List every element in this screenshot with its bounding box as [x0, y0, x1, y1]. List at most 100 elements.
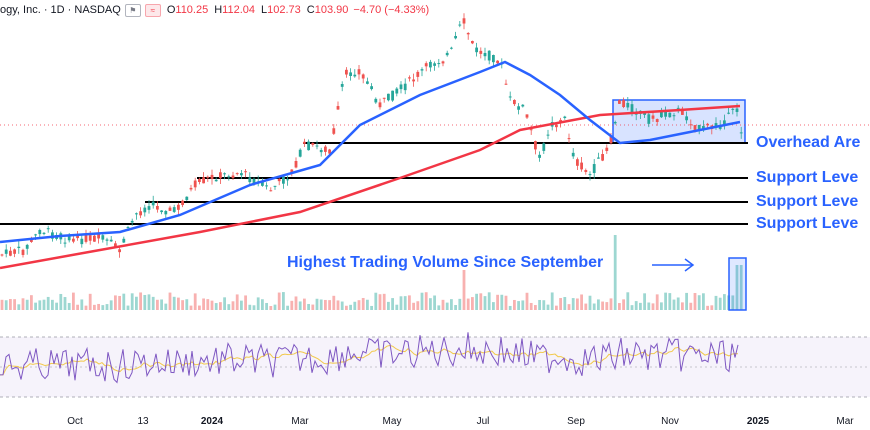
- volume-bar: [193, 293, 197, 310]
- volume-bar: [294, 296, 298, 310]
- x-tick-label: Mar: [291, 416, 309, 427]
- volume-bar: [0, 299, 4, 310]
- volume-bar: [151, 296, 155, 310]
- volume-bar: [529, 302, 533, 310]
- volume-bar: [601, 301, 604, 310]
- volume-bar: [319, 299, 323, 310]
- candle-body: [697, 124, 701, 131]
- close-value: 103.90: [314, 4, 349, 16]
- volume-bar: [588, 295, 592, 310]
- volume-bar: [261, 299, 264, 310]
- candle-body: [17, 246, 21, 249]
- volume-bar: [231, 301, 235, 310]
- candle-body: [172, 207, 176, 212]
- volume-bar: [177, 297, 180, 310]
- volume-bar: [559, 298, 562, 310]
- candle-body: [395, 88, 399, 94]
- candle-body: [483, 52, 487, 57]
- candle-body: [143, 207, 147, 213]
- x-tick-label: 2025: [746, 416, 770, 427]
- candle-body: [685, 116, 688, 121]
- candle-body: [655, 119, 659, 122]
- rsi-ma-line: [0, 344, 739, 376]
- volume-highlight-box: [728, 257, 747, 311]
- candle-body: [668, 112, 672, 118]
- volume-bar: [252, 305, 256, 310]
- candle-body: [571, 152, 575, 157]
- volume-bar: [689, 302, 693, 310]
- candle-body: [219, 172, 222, 179]
- volume-bar: [437, 305, 441, 310]
- volume-bar: [517, 301, 520, 310]
- volume-bar: [672, 299, 676, 310]
- low-value: 102.73: [267, 4, 301, 16]
- candle-body: [324, 146, 327, 152]
- candle-body: [676, 107, 680, 109]
- volume-bar: [361, 297, 365, 310]
- volume-bar: [109, 300, 113, 310]
- candle-body: [328, 149, 331, 154]
- volume-bar: [450, 299, 453, 310]
- candle-body: [72, 238, 75, 242]
- x-tick-label: May: [382, 416, 402, 427]
- volume-bar: [521, 300, 525, 310]
- volume-bar: [487, 292, 491, 310]
- x-tick-label: Jul: [476, 416, 490, 427]
- candle-body: [307, 141, 310, 151]
- candle-body: [433, 63, 436, 66]
- candle-body: [42, 232, 46, 234]
- volume-bar: [93, 304, 96, 310]
- symbol-label[interactable]: ogy, Inc. · 1D · NASDAQ: [0, 4, 121, 16]
- candle-body: [504, 83, 508, 85]
- volume-bar: [408, 295, 411, 310]
- volume-bar: [567, 304, 571, 310]
- open-label: O: [166, 4, 176, 16]
- candle-body: [366, 81, 369, 84]
- volume-bar: [147, 294, 151, 310]
- candle-body: [189, 187, 193, 190]
- right-arrow-head: [684, 258, 695, 272]
- volume-bar: [714, 295, 718, 310]
- volume-bar: [235, 294, 239, 310]
- volume-bar: [168, 292, 172, 310]
- volume-bar: [433, 295, 436, 310]
- volume-bar: [277, 292, 281, 310]
- candle-body: [282, 176, 285, 184]
- volume-bar: [676, 297, 680, 310]
- volume-bar: [710, 305, 714, 310]
- volume-bar: [298, 301, 302, 310]
- rsi-line: [0, 332, 739, 384]
- volume-bar: [664, 292, 667, 310]
- ma-50-line: [0, 60, 741, 244]
- volume-bar: [248, 304, 252, 310]
- volume-bar: [475, 293, 478, 310]
- candle-body: [714, 123, 718, 128]
- candle-body: [630, 104, 634, 113]
- candle-body: [202, 177, 205, 184]
- volume-bar: [718, 297, 722, 310]
- candle-body: [651, 115, 655, 119]
- candle-body: [597, 157, 600, 159]
- volume-bar: [399, 296, 403, 310]
- volume-bar: [172, 296, 176, 310]
- candle-body: [84, 235, 88, 242]
- volume-bar: [143, 294, 147, 310]
- support-level-3-label: Support Leve: [756, 215, 859, 232]
- candle-body: [357, 69, 361, 75]
- volume-bar: [723, 294, 726, 310]
- volume-bar: [681, 302, 684, 310]
- wave-icon[interactable]: ≈: [144, 3, 161, 17]
- flag-icon[interactable]: ⚑: [124, 3, 141, 17]
- volume-bar: [534, 305, 537, 310]
- volume-bar: [59, 293, 63, 310]
- candle-body: [517, 106, 520, 110]
- candle-body: [252, 178, 256, 185]
- volume-bar: [538, 299, 541, 310]
- candle-body: [298, 149, 302, 157]
- candle-body: [9, 250, 12, 256]
- volume-bar: [454, 305, 457, 310]
- volume-bar: [580, 294, 583, 310]
- volume-bar: [9, 299, 12, 310]
- volume-bar: [30, 295, 33, 310]
